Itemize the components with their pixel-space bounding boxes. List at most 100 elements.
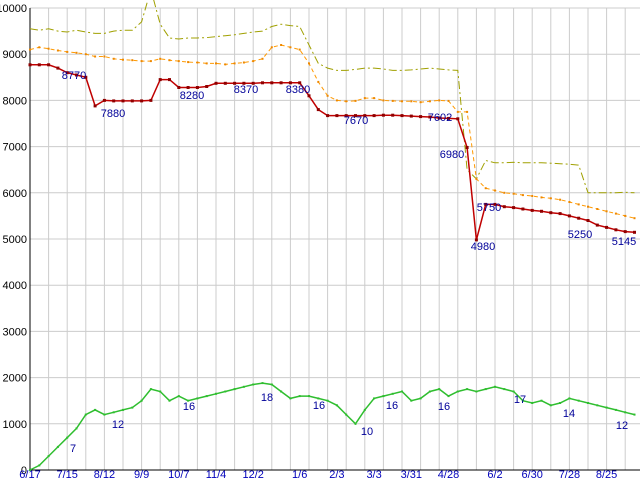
min-price-line-marker [102, 98, 106, 102]
min-price-line-marker [186, 86, 190, 89]
avg-price-line-marker [308, 62, 310, 65]
avg-price-line-marker [419, 101, 422, 104]
store-count-line-marker [605, 406, 608, 409]
min-price-line-marker [437, 116, 441, 120]
store-count-line-marker [280, 390, 283, 393]
min-price-line-marker [149, 98, 153, 102]
min-price-line-marker [270, 81, 274, 85]
min-price-line-marker [84, 75, 88, 79]
price-data-label: 6980 [440, 149, 464, 161]
store-count-data-label: 7 [70, 443, 76, 455]
avg-price-line-marker [587, 205, 589, 208]
y-tick-label: 0 [21, 465, 27, 477]
store-count-line-marker [456, 390, 459, 393]
avg-price-line-marker [549, 197, 552, 200]
x-tick-label: 11/4 [206, 469, 227, 480]
avg-price-line-marker [540, 196, 543, 199]
avg-price-line-marker [475, 177, 478, 180]
store-count-line-marker [438, 388, 441, 391]
avg-price-line-marker [233, 62, 236, 65]
min-price-line-marker [419, 115, 423, 119]
avg-price-line-marker [354, 99, 357, 102]
avg-price-line-marker [559, 198, 562, 201]
min-price-line-marker [177, 86, 181, 89]
store-count-line-marker [140, 399, 143, 402]
min-price-line-marker [223, 81, 227, 85]
price-data-label: 8370 [234, 84, 258, 96]
min-price-line-marker [316, 108, 320, 112]
store-count-line-marker [270, 383, 273, 386]
min-price-line-marker [288, 81, 292, 85]
min-price-line-marker [37, 63, 41, 67]
avg-price-line-marker [438, 99, 441, 102]
min-price-line-marker [502, 205, 506, 209]
store-count-line-marker [363, 408, 366, 411]
avg-price-line-marker [410, 100, 413, 103]
min-price-line-marker [586, 219, 590, 222]
store-count-line-marker [410, 399, 413, 402]
avg-price-line-marker [466, 110, 469, 113]
avg-price-line-marker [373, 97, 376, 100]
price-data-label: 8380 [286, 84, 310, 96]
avg-price-line-marker [159, 57, 162, 60]
store-count-data-label: 16 [313, 400, 325, 412]
avg-price-line-marker [56, 49, 59, 52]
y-tick-label: 3000 [3, 326, 27, 338]
store-count-line-marker [596, 404, 599, 407]
store-count-data-label: 16 [183, 401, 195, 413]
store-count-line-marker [289, 397, 292, 400]
avg-price-line-marker [187, 61, 190, 64]
avg-price-line-marker [280, 44, 283, 46]
min-price-line-marker [168, 78, 171, 82]
min-price-line-marker [65, 71, 69, 75]
store-count-data-label: 14 [563, 408, 575, 420]
min-price-line-marker [447, 116, 450, 120]
min-price-line [30, 64, 635, 241]
avg-price-line-marker [428, 100, 431, 103]
x-tick-label: 2/3 [329, 469, 344, 480]
store-count-line-marker [540, 399, 543, 402]
store-count-line-marker [373, 397, 376, 400]
min-price-line-marker [605, 225, 609, 229]
store-count-line-marker [215, 392, 217, 395]
avg-price-line-marker [503, 191, 506, 194]
avg-price-line-marker [270, 46, 273, 49]
avg-price-line-marker [103, 55, 106, 58]
store-count-line-marker [447, 395, 450, 398]
max-price-line [29, 0, 635, 194]
x-tick-label: 12/2 [242, 469, 263, 480]
store-count-line-marker [512, 390, 515, 393]
min-price-line-marker [381, 113, 385, 117]
avg-price-line-marker [596, 208, 599, 210]
store-count-line-marker [614, 408, 617, 411]
avg-price-line-marker [112, 57, 115, 60]
min-price-line-marker [465, 146, 469, 149]
min-price-line-marker [521, 207, 525, 211]
store-count-line-marker [568, 397, 571, 400]
min-price-line-marker [298, 81, 302, 85]
min-price-line-marker [409, 114, 413, 118]
store-count-line-marker [345, 413, 348, 416]
avg-price-line-marker [531, 195, 534, 197]
store-count-line-marker [149, 388, 152, 391]
avg-price-line-marker [363, 97, 366, 100]
avg-price-line-marker [196, 61, 199, 64]
avg-price-line-marker [224, 63, 227, 66]
y-tick-label: 9000 [3, 49, 27, 61]
store-count-line-marker [326, 399, 329, 402]
avg-price-line-marker [335, 99, 338, 102]
min-price-line-marker [251, 81, 255, 85]
min-price-line-marker [474, 238, 478, 242]
store-count-line-marker [84, 413, 87, 416]
avg-price-line-marker [122, 58, 124, 61]
y-tick-label: 6000 [3, 188, 27, 200]
avg-price-line-marker [168, 59, 171, 62]
x-tick-label: 7/15 [56, 469, 77, 480]
store-count-line-marker [475, 390, 478, 393]
price-data-label: 5145 [612, 236, 636, 248]
x-tick-label: 7/28 [559, 469, 580, 480]
min-price-line-marker [391, 113, 395, 117]
store-count-line-marker [382, 395, 385, 398]
